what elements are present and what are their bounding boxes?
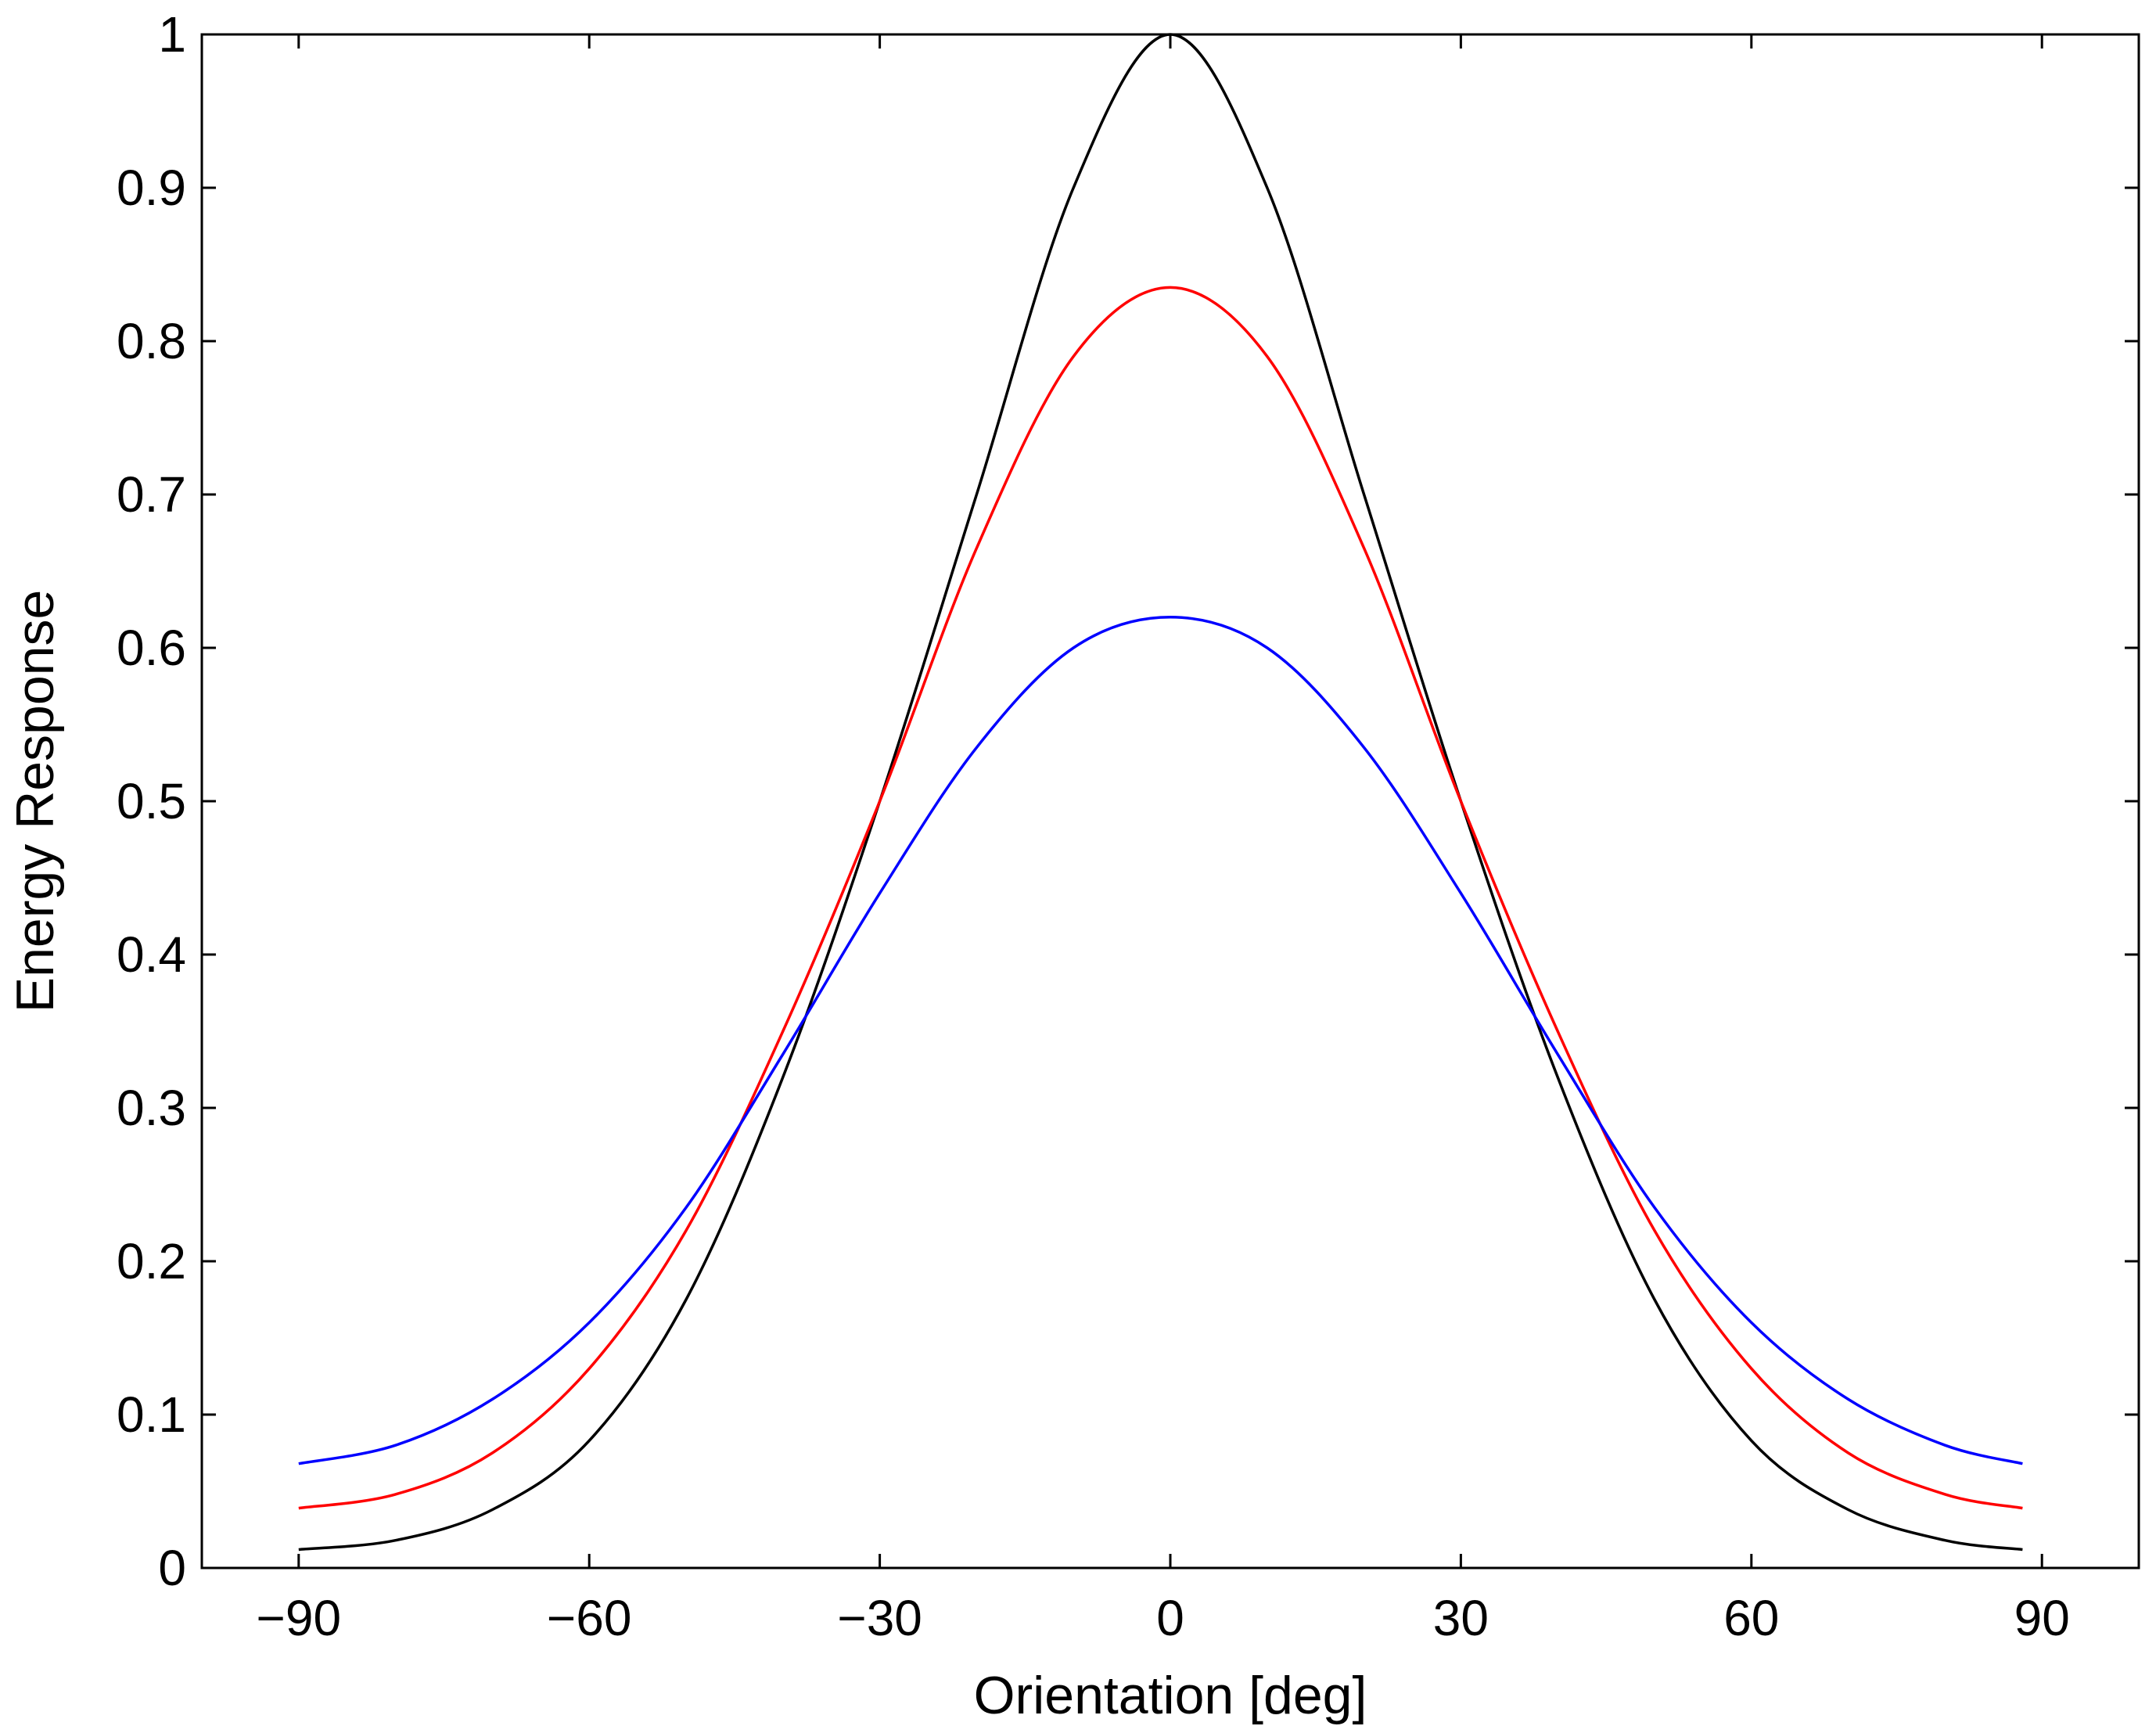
x-tick-label: 30	[1433, 1590, 1489, 1646]
y-tick-label: 0.2	[117, 1233, 186, 1289]
series-line-blue	[298, 616, 2023, 1465]
x-tick-label: −30	[837, 1590, 922, 1646]
y-tick-label: 0.1	[117, 1386, 186, 1443]
y-tick-label: 0	[158, 1540, 186, 1596]
y-tick-label: 0.7	[117, 466, 186, 523]
x-tick-label: 60	[1723, 1590, 1779, 1646]
x-tick-label: 90	[2014, 1590, 2070, 1646]
y-tick-label: 0.6	[117, 620, 186, 676]
x-tick-label: −60	[547, 1590, 632, 1646]
series-line-red	[298, 286, 2023, 1510]
y-tick-label: 0.9	[117, 160, 186, 216]
x-axis-title: Orientation [deg]	[974, 1666, 1367, 1725]
x-tick-label: −90	[257, 1590, 342, 1646]
y-tick-label: 0.8	[117, 313, 186, 369]
x-tick-label: 0	[1156, 1590, 1184, 1646]
y-tick-label: 0.5	[117, 773, 186, 829]
y-axis-title: Energy Response	[5, 590, 65, 1013]
y-tick-label: 0.3	[117, 1080, 186, 1136]
y-tick-label: 1	[158, 6, 186, 63]
tick-layer: −90 −60 −30 0 30 60 90 0 0.1 0.2 0.3 0.4 0.5 0.6 0.7 0.…	[117, 6, 2139, 1646]
y-tick-label: 0.4	[117, 926, 186, 983]
